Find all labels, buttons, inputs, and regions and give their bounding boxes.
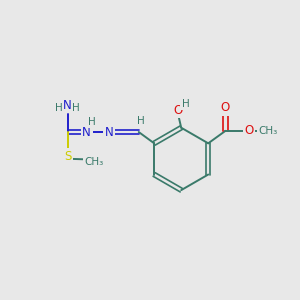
Text: H: H [137,116,145,126]
Text: CH₃: CH₃ [85,157,104,167]
Text: O: O [244,124,254,137]
Text: O: O [173,104,182,117]
Text: H: H [88,117,96,127]
Text: H: H [55,103,63,112]
Text: H: H [182,99,190,109]
Text: O: O [221,101,230,114]
Text: N: N [105,125,113,139]
Text: N: N [82,125,91,139]
Text: H: H [72,103,80,112]
Text: CH₃: CH₃ [259,126,278,136]
Text: S: S [64,150,71,163]
Text: N: N [63,99,72,112]
